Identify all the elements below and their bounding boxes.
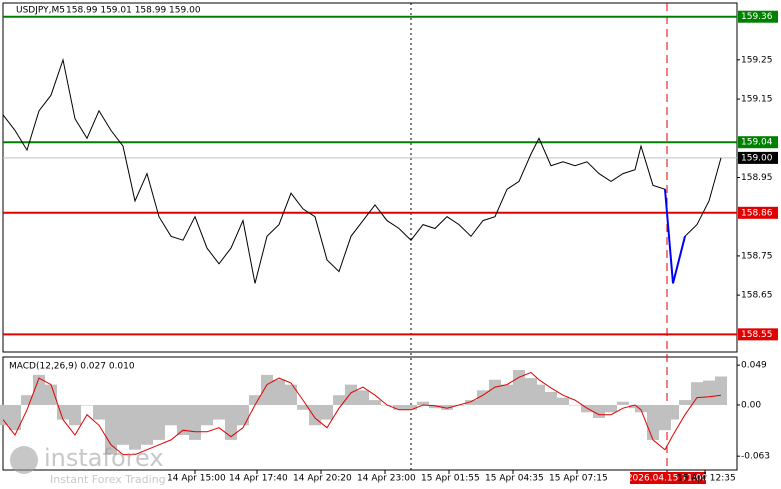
histogram-bar	[405, 404, 417, 410]
histogram-bar	[285, 384, 297, 405]
histogram-bar	[153, 404, 165, 440]
histogram-bar	[703, 380, 715, 405]
histogram-bar	[261, 374, 273, 405]
histogram-bar	[177, 404, 189, 436]
y-tick-label: 158.75	[741, 251, 773, 261]
histogram-bar	[165, 404, 177, 426]
histogram-bar	[489, 379, 501, 405]
x-tick-label: 15 Apr 01:55	[421, 474, 480, 484]
y-tick-label: 159.25	[741, 55, 773, 65]
x-tick-label: 14 Apr 23:00	[357, 474, 416, 484]
histogram-bar	[545, 391, 557, 405]
histogram-bar	[69, 404, 81, 426]
histogram-bar	[141, 404, 153, 445]
ohlc: 158.99 159.01 158.99 159.00	[66, 6, 201, 16]
x-tick-label: 14 Apr 20:20	[293, 474, 352, 484]
histogram-bar	[225, 404, 237, 440]
histogram-bar	[417, 401, 429, 405]
histogram-bar	[667, 404, 679, 420]
histogram-bar	[465, 400, 477, 405]
x-tick-label: 15 Apr 12:35	[677, 474, 736, 484]
histogram-bar	[189, 404, 201, 440]
histogram-bar	[213, 404, 225, 420]
histogram-bar	[129, 404, 141, 450]
histogram-bar	[533, 384, 545, 405]
x-tick-label: 15 Apr 04:35	[485, 474, 544, 484]
histogram-bar	[0, 404, 9, 426]
current-price-label: 159.00	[741, 153, 773, 163]
y-tick-label: -0.063	[741, 452, 770, 462]
histogram-bar	[321, 404, 333, 420]
level-box	[738, 136, 778, 149]
x-tick-label: 14 Apr 15:00	[167, 474, 226, 484]
histogram-bar	[57, 404, 69, 420]
histogram-bar	[593, 404, 605, 418]
histogram-bar	[647, 404, 659, 440]
y-tick-label: 158.65	[741, 291, 773, 301]
x-tick-highlight	[630, 472, 706, 484]
level-box	[738, 328, 778, 341]
histogram-bar	[237, 404, 249, 426]
x-tick-label: 14 Apr 17:40	[229, 474, 288, 484]
histogram-bar	[273, 379, 285, 405]
main-panel	[2, 2, 738, 353]
histogram-bar	[81, 404, 93, 406]
macd-title: MACD(12,26,9) 0.027 0.010	[9, 362, 135, 372]
histogram-bar	[33, 374, 45, 405]
histogram-bar	[105, 404, 117, 455]
histogram-bar	[309, 404, 321, 426]
histogram-bar	[605, 404, 617, 413]
histogram-bar	[201, 404, 213, 426]
histogram-bar	[429, 404, 441, 409]
logo	[10, 446, 38, 474]
histogram-bar	[557, 397, 569, 405]
histogram-bar	[9, 404, 21, 431]
level-label: 159.04	[741, 138, 773, 148]
histogram-bar	[617, 401, 629, 405]
histogram-bar	[477, 390, 489, 405]
histogram-bar	[333, 395, 345, 405]
histogram-bar	[569, 404, 581, 406]
x-tick-label: 2026.04.15 11:00	[627, 474, 708, 484]
y-tick-label: 159.15	[741, 95, 773, 105]
level-box	[738, 10, 778, 23]
brand: instaforex	[44, 444, 164, 472]
level-label: 159.36	[741, 12, 773, 22]
price-line	[2, 371, 722, 456]
level-box	[738, 206, 778, 219]
histogram-bar	[369, 400, 381, 405]
histogram-bar	[393, 404, 405, 410]
level-label: 158.86	[741, 208, 773, 218]
x-tick-label: 15 Apr 07:15	[549, 474, 608, 484]
histogram-bar	[45, 384, 57, 405]
histogram-bar	[635, 404, 647, 413]
histogram-bar	[249, 395, 261, 405]
y-tick-label: 0.049	[741, 361, 767, 371]
y-tick-label: 0.00	[741, 400, 761, 410]
histogram-bar	[345, 384, 357, 405]
level-label: 158.55	[741, 330, 773, 340]
histogram-bar	[501, 384, 513, 405]
watermark: instaforex Instant Forex Trading	[10, 444, 166, 486]
current-price-box	[738, 151, 778, 164]
histogram-bar	[357, 390, 369, 405]
y-tick-label: 158.95	[741, 173, 773, 183]
symbol: USDJPY,M5	[16, 6, 65, 16]
histogram-bar	[93, 404, 105, 420]
histogram-bar	[679, 400, 691, 405]
price-line	[664, 189, 686, 284]
price-line	[2, 57, 722, 284]
histogram-bar	[21, 395, 33, 405]
histogram-bar	[441, 404, 453, 410]
tagline: Instant Forex Trading	[50, 473, 166, 486]
histogram-bar	[715, 376, 727, 405]
histogram-bar	[691, 382, 703, 405]
histogram-bar	[117, 404, 129, 445]
histogram-bar	[297, 404, 309, 410]
